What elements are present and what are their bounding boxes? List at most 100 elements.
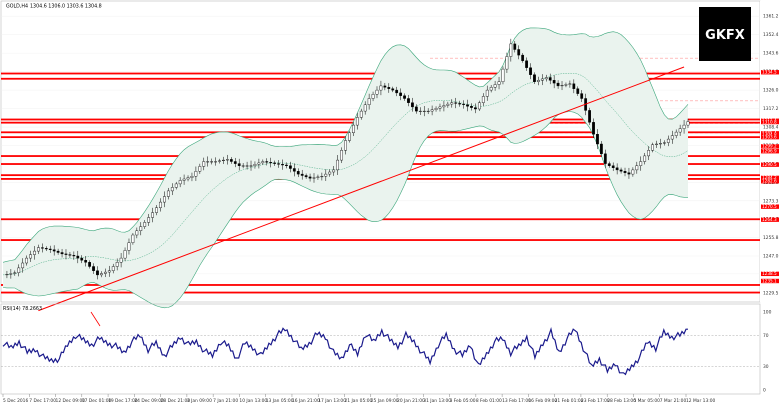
candle-body (655, 143, 658, 145)
candle-body (308, 176, 312, 179)
rsi-line (2, 327, 688, 376)
candle-body (151, 212, 154, 218)
candle-body (269, 161, 273, 164)
candle-body (647, 150, 651, 157)
candle-body (261, 161, 265, 164)
rsi-label: RSI(14) 78.2663 (3, 306, 42, 312)
candle-body (663, 142, 666, 144)
time-tick-label: 28 Feb 13:00 (607, 398, 636, 404)
candle-body (489, 87, 493, 91)
candle-body (289, 165, 292, 169)
candle-body (80, 257, 84, 261)
candle-body (344, 140, 347, 151)
time-tick-label: 24 Dec 09:00 (134, 398, 164, 404)
candle-body (596, 133, 599, 145)
candle-body (477, 102, 481, 110)
candle-body (513, 43, 517, 50)
candle-body (316, 176, 320, 178)
rsi-axis-ticks: 100 70 30 0 (763, 310, 772, 394)
candle-body (560, 84, 564, 87)
price-badge-label: 1270.5 (762, 204, 777, 209)
support-resistance-line (1, 239, 760, 241)
candle-body (249, 165, 253, 167)
candle-body (348, 132, 351, 141)
price-badge-label: 1238.5 (762, 271, 777, 276)
candle-body (174, 183, 178, 188)
candle-body (355, 117, 359, 126)
candle-body (509, 43, 513, 57)
candle-body (92, 266, 95, 271)
price-badge (761, 132, 779, 137)
price-badge-label: 1282.6 (762, 179, 777, 184)
candle-body (33, 250, 36, 255)
rsi-tick-label: 100 (763, 310, 772, 316)
rsi-pane (0, 303, 761, 395)
price-badge (761, 271, 779, 277)
candle-body (123, 250, 127, 259)
candle-body (281, 164, 284, 166)
candle-body (418, 110, 422, 112)
price-badge-label: 1235.1 (762, 278, 777, 283)
candle-body (229, 159, 233, 162)
time-tick-label: 21 Feb 01:00 (555, 398, 584, 404)
candle-body (379, 85, 383, 91)
candle-body (300, 173, 304, 176)
candle-body (407, 98, 410, 103)
price-tick-label: 1308.4 (763, 125, 779, 131)
candle-body (631, 169, 635, 175)
candle-body (411, 102, 414, 108)
candle-body (517, 49, 521, 56)
rsi-annotation-line (90, 311, 101, 327)
candle-body (245, 165, 249, 167)
candle-body (422, 110, 426, 112)
time-tick-label: 21 Jan 05:00 (345, 398, 373, 404)
bollinger-band-fill (3, 27, 688, 308)
candle-body (619, 169, 623, 172)
price-badge (761, 179, 779, 184)
candle-body (76, 255, 80, 259)
bollinger-middle-band (2, 72, 689, 276)
candle-body (497, 81, 501, 85)
candle-body (359, 110, 363, 118)
candle-body (241, 165, 245, 167)
price-badge-label: 1303.6 (762, 134, 777, 139)
price-badge-label: 1310.8 (762, 119, 777, 124)
candle-body (265, 161, 269, 163)
time-tick-label: 3 Feb 05:00 (450, 398, 476, 404)
candle-body (64, 253, 68, 255)
candle-body (210, 161, 214, 163)
candle-body (139, 226, 143, 232)
candle-body (375, 89, 379, 95)
candle-body (485, 89, 489, 97)
candle-body (678, 128, 682, 133)
time-tick-label: 12 Dec 09:00 (56, 398, 86, 404)
candle-body (135, 230, 139, 236)
candle-body (670, 135, 674, 140)
support-resistance-line (1, 291, 760, 294)
candle-body (166, 190, 170, 197)
candle-body (190, 175, 194, 178)
candle-body (403, 95, 406, 99)
rsi-tick-label: 70 (763, 333, 769, 339)
candle-body (603, 153, 607, 164)
candle-body (5, 274, 9, 276)
candle-body (37, 247, 40, 252)
candle-body (446, 103, 450, 106)
price-badge (761, 144, 779, 149)
price-badge (761, 162, 779, 167)
candle-body (198, 166, 202, 172)
candle-body (474, 107, 477, 110)
candle-body (434, 108, 438, 110)
candle-body (395, 89, 399, 94)
candle-body (466, 104, 469, 107)
candle-body (674, 131, 678, 136)
candle-body (529, 67, 532, 75)
candle-body (194, 171, 198, 177)
candle-body (131, 234, 135, 243)
price-badge (761, 149, 779, 154)
price-badge (761, 119, 779, 125)
candle-body (462, 103, 465, 105)
price-badge (761, 217, 779, 222)
time-tick-label: 16 Jan 21:00 (292, 398, 320, 404)
time-tick-label: 5 Mar 05:00 (633, 398, 660, 404)
